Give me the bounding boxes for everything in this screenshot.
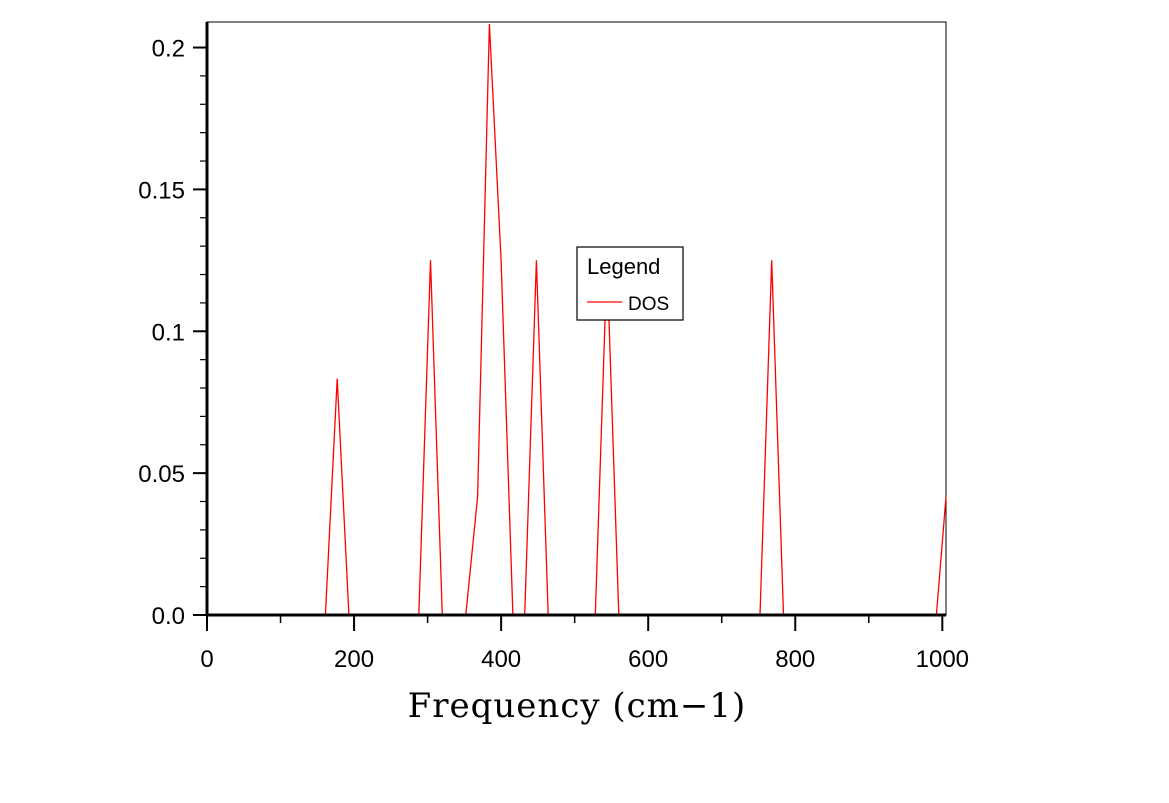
- y-tick-label: 0.1: [152, 319, 185, 346]
- x-axis-ticks: 0 200 400 600 800 1000: [200, 615, 969, 673]
- y-tick-label: 0.15: [138, 177, 185, 204]
- y-tick-label: 0.0: [152, 603, 185, 630]
- x-tick-label: 0: [200, 646, 213, 673]
- x-tick-label: 1000: [916, 646, 969, 673]
- x-tick-label: 200: [334, 646, 374, 673]
- x-tick-label: 600: [628, 646, 668, 673]
- legend-box: [576, 246, 684, 321]
- x-tick-label: 400: [481, 646, 521, 673]
- x-axis-title: Frequency (cm−1): [408, 686, 747, 726]
- axes-layer: [205, 22, 946, 617]
- y-tick-label: 0.05: [138, 461, 185, 488]
- legend[interactable]: Legend DOS: [576, 246, 684, 321]
- y-axis-ticks: 0.0 0.05 0.1 0.15 0.2: [138, 36, 207, 630]
- y-tick-label: 0.2: [152, 36, 185, 63]
- legend-entry-dos: DOS: [628, 294, 669, 315]
- legend-title: Legend: [587, 254, 660, 279]
- x-tick-label: 800: [775, 646, 815, 673]
